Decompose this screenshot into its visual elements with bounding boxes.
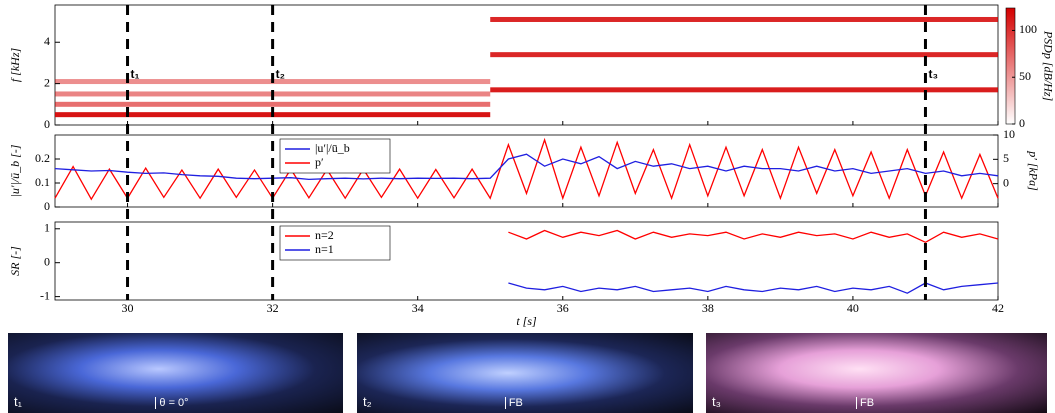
y-axis-label: SR [-] <box>8 246 22 276</box>
y-axis-label: |u′|/ū_b [-] <box>8 144 22 197</box>
y-tick-label: -1 <box>40 288 50 302</box>
colorbar-label: PSDp [dB/Hz] <box>1041 30 1055 102</box>
y-axis-label: f [kHz] <box>8 48 22 83</box>
legend-label: n=1 <box>315 242 334 256</box>
y2-tick-label: 10 <box>1003 127 1015 141</box>
series-line <box>54 137 999 201</box>
photo-label: t₃ <box>712 394 721 409</box>
y2-tick-label: 5 <box>1003 151 1009 165</box>
legend-box <box>279 225 391 261</box>
series-line <box>508 282 999 294</box>
photo-label: t₁ <box>14 394 22 409</box>
x-tick-label: 32 <box>267 301 279 315</box>
x-tick-label: 34 <box>412 301 424 315</box>
photo: t₂ FB <box>357 333 693 413</box>
x-axis-label: t [s] <box>516 314 537 328</box>
x-tick-label: 30 <box>122 301 134 315</box>
time-marker-label: t₃ <box>928 67 938 81</box>
plot-frame <box>54 134 999 208</box>
colorbar-tick-label: 0 <box>1019 116 1025 130</box>
series-line <box>508 229 999 244</box>
legend-label: n=2 <box>315 228 334 242</box>
y-tick-label: 2 <box>44 75 50 89</box>
photo-note: FB <box>504 397 523 409</box>
time-marker-label: t₂ <box>276 67 285 81</box>
spectral-band <box>490 16 998 22</box>
y-tick-label: 0 <box>44 117 50 131</box>
spectral-band <box>55 101 491 107</box>
photo: t₃ FB <box>706 333 1047 413</box>
plot-frame <box>54 4 999 126</box>
photo-note: θ = 0° <box>155 397 189 409</box>
x-tick-label: 36 <box>557 301 569 315</box>
legend-box <box>279 138 391 174</box>
spectral-band <box>490 52 998 58</box>
series-line <box>54 153 999 181</box>
legend-label: |u′|/ū_b <box>315 141 350 155</box>
y2-axis-label: p′ [kPa] <box>1026 150 1040 191</box>
y-tick-label: 4 <box>44 34 50 48</box>
y-tick-label: 0 <box>44 199 50 213</box>
time-marker-label: t₁ <box>131 67 140 81</box>
y-tick-label: 0.1 <box>35 175 50 189</box>
photo-note: FB <box>856 397 874 409</box>
y-tick-label: 0 <box>44 254 50 268</box>
x-tick-label: 38 <box>702 301 714 315</box>
x-tick-label: 42 <box>992 301 1004 315</box>
photo: t₁ θ = 0° <box>8 333 343 413</box>
y-tick-label: 1 <box>44 221 50 235</box>
colorbar <box>1005 7 1016 125</box>
x-tick-label: 40 <box>847 301 859 315</box>
y2-tick-label: 0 <box>1003 175 1009 189</box>
photo-label: t₂ <box>363 394 372 409</box>
colorbar-tick-label: 50 <box>1019 69 1031 83</box>
colorbar-tick-label: 100 <box>1019 22 1037 36</box>
legend-label: p′ <box>315 155 324 169</box>
y-tick-label: 0.2 <box>35 151 50 165</box>
plot-frame <box>54 221 999 301</box>
spectral-band <box>490 87 998 93</box>
